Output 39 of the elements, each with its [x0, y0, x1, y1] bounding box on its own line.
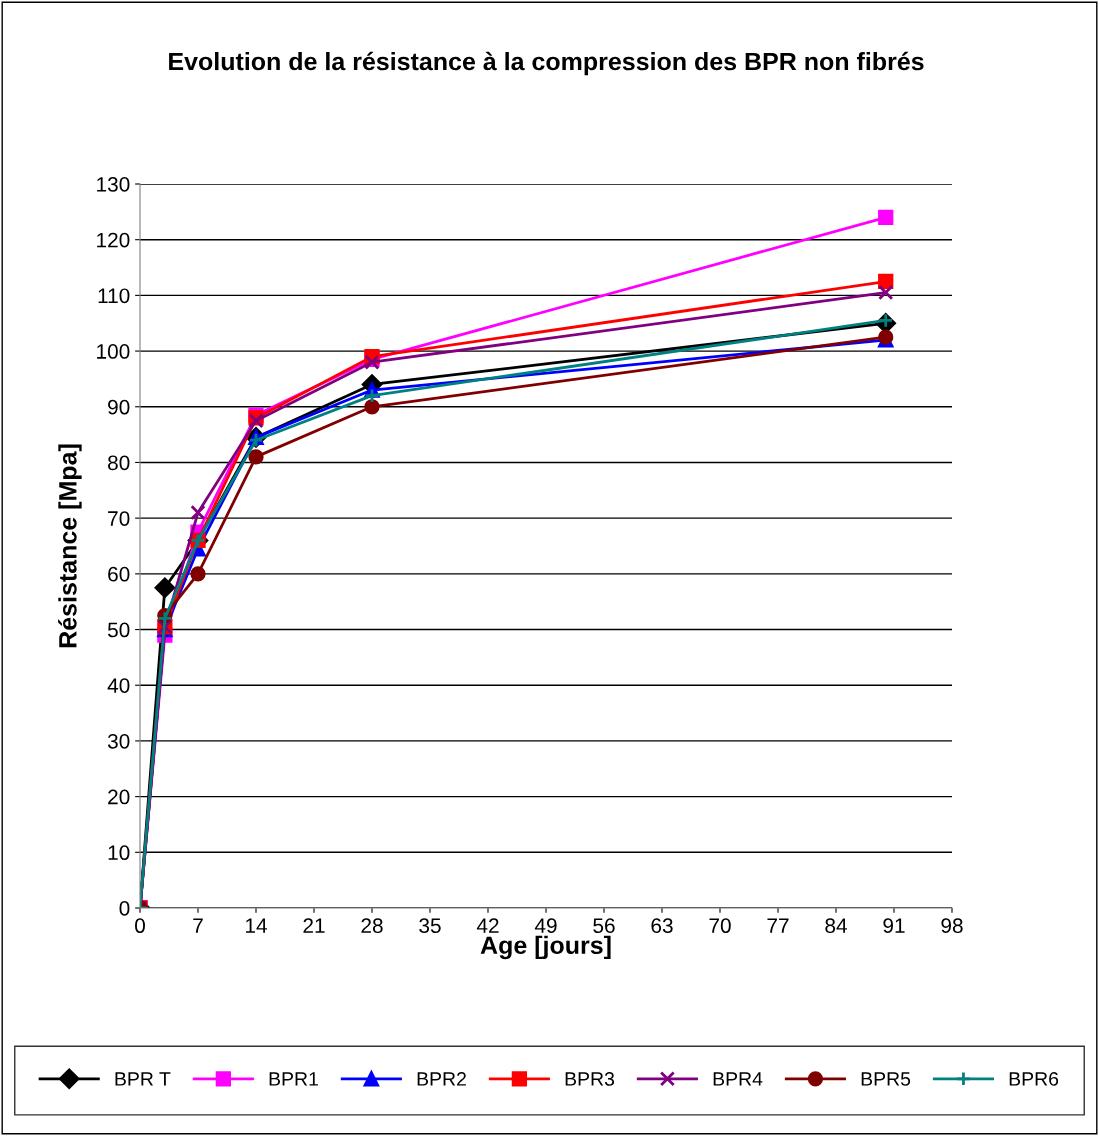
y-tick-label: 10 [108, 845, 130, 861]
x-tick-label: 98 [941, 918, 963, 934]
x-tick-label: 7 [193, 918, 203, 933]
legend-label: BPR5 [861, 1072, 911, 1086]
x-tick-label: 21 [303, 918, 325, 933]
y-tick-label: 40 [107, 678, 130, 693]
y-tick-label: 0 [119, 901, 130, 916]
x-tick-label: 70 [709, 918, 731, 934]
legend-label: BPR4 [713, 1072, 763, 1086]
y-tick-label: 70 [108, 511, 130, 526]
x-tick-label: 77 [767, 918, 789, 933]
legend-label: BPR1 [269, 1072, 318, 1086]
y-tick-label: 60 [108, 566, 130, 582]
x-tick-label: 63 [651, 918, 673, 934]
legend-label: BPR6 [1009, 1072, 1059, 1086]
legend-label: BPR2 [417, 1072, 466, 1086]
y-tick-label: 20 [108, 789, 130, 805]
y-tick-label: 90 [108, 399, 130, 415]
y-tick-label: 80 [108, 455, 130, 471]
x-tick-label: 84 [825, 918, 847, 934]
y-tick-label: 100 [97, 344, 130, 359]
y-tick-label: 110 [98, 288, 130, 304]
x-tick-label: 14 [246, 918, 267, 933]
y-tick-label: 130 [97, 177, 130, 192]
x-tick-label: 28 [361, 918, 383, 934]
y-tick-label: 120 [97, 232, 130, 248]
legend-label: BPR T [115, 1072, 171, 1086]
x-tick-label: 56 [593, 918, 615, 934]
x-tick-label: 35 [419, 918, 441, 934]
chart-title: Evolution de la résistance à la compression des BPR non fibrés [169, 51, 924, 76]
y-tick-label: 30 [107, 733, 130, 749]
x-axis-title: Age [jours] [480, 935, 611, 960]
x-tick-label: 42 [476, 918, 499, 933]
legend-label: BPR3 [565, 1072, 615, 1086]
x-tick-label: 91 [883, 918, 905, 934]
y-tick-label: 50 [107, 622, 130, 638]
x-tick-label: 0 [135, 918, 145, 934]
x-tick-label: 49 [534, 918, 557, 934]
y-axis-title: Résistance [Mpa] [58, 444, 82, 648]
